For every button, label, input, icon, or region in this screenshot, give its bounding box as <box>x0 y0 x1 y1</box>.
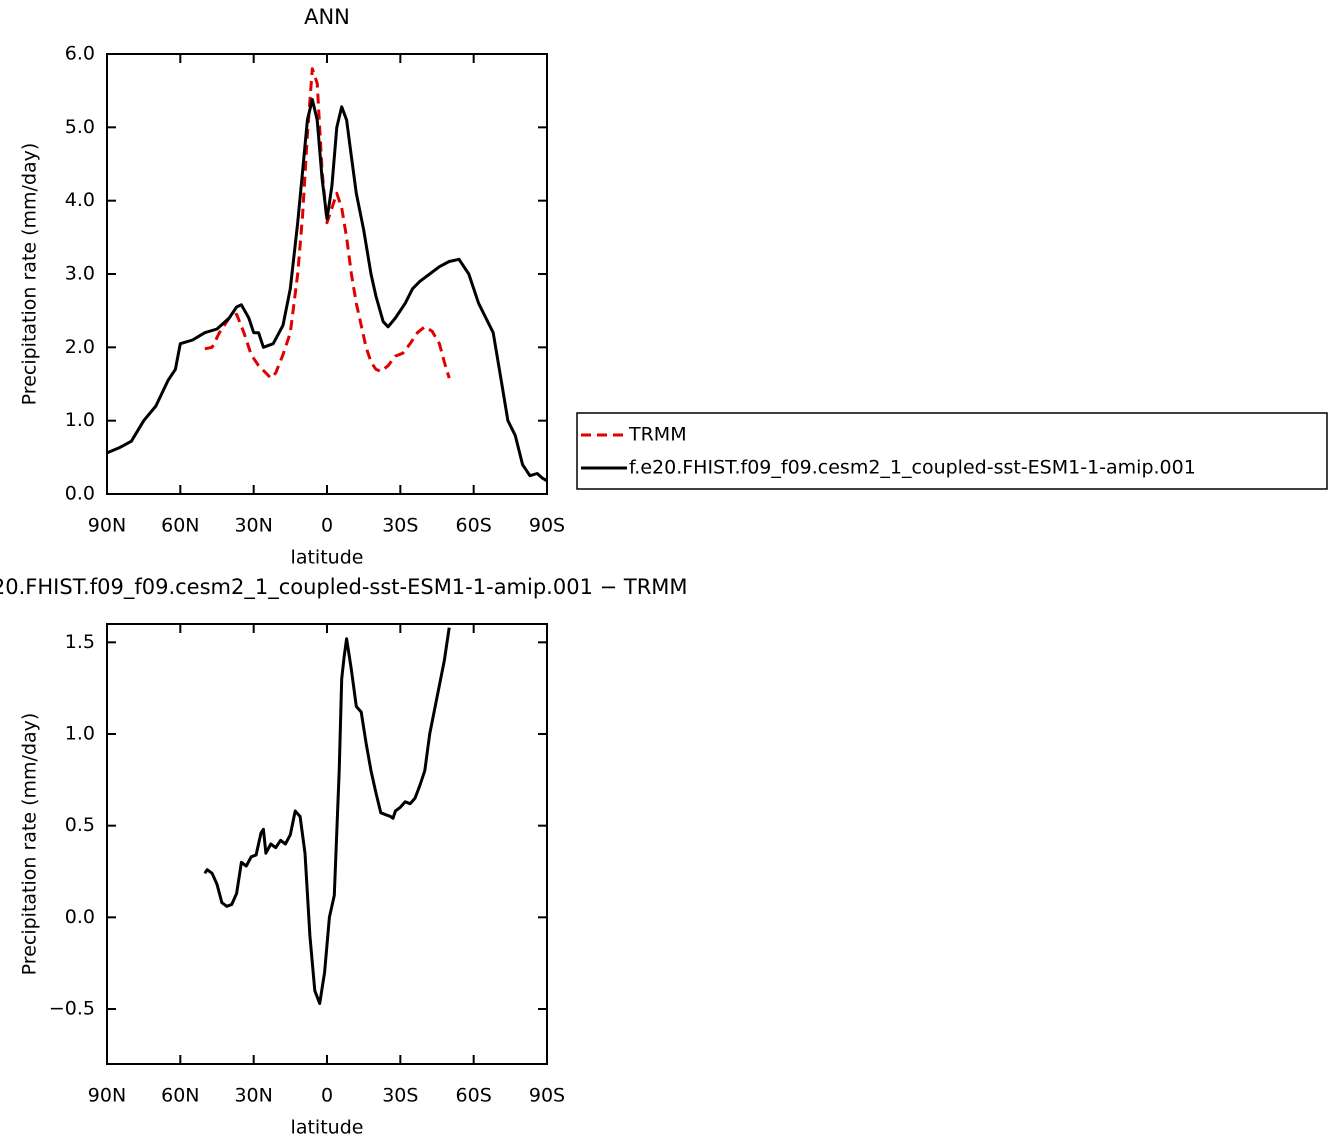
x-tick-label: 60N <box>161 1085 199 1107</box>
y-tick-label: 1.5 <box>65 631 95 653</box>
data-line <box>204 67 451 380</box>
y-tick-label: 1.0 <box>65 409 95 431</box>
legend-box <box>576 412 1328 490</box>
y-tick-label: 0.0 <box>65 483 95 505</box>
x-tick-label: 30N <box>234 1085 272 1107</box>
x-tick-label: 0 <box>321 1085 333 1107</box>
plot-frame <box>106 53 548 495</box>
y-axis-label: Precipitation rate (mm/day) <box>19 143 41 406</box>
x-tick-label: 90S <box>529 515 565 537</box>
y-tick-label: 0.5 <box>65 814 95 836</box>
y-tick-label: 1.0 <box>65 723 95 745</box>
y-tick-label: 4.0 <box>65 189 95 211</box>
x-tick-label: 60S <box>456 515 492 537</box>
x-tick-label: 60N <box>161 515 199 537</box>
x-tick-label: 90S <box>529 1085 565 1107</box>
x-tick-label: 0 <box>321 515 333 537</box>
chart-title: f.e20.FHIST.f09_f09.cesm2_1_coupled-sst-… <box>0 575 688 600</box>
y-axis-label: Precipitation rate (mm/day) <box>19 713 41 976</box>
x-axis-label: latitude <box>291 547 364 569</box>
y-tick-label: 0.0 <box>65 906 95 928</box>
x-tick-label: 30S <box>382 515 418 537</box>
x-tick-label: 30S <box>382 1085 418 1107</box>
y-tick-label: 5.0 <box>65 116 95 138</box>
plot-frame <box>106 623 548 1065</box>
y-tick-label: −0.5 <box>49 998 95 1020</box>
legend-label: f.e20.FHIST.f09_f09.cesm2_1_coupled-sst-… <box>629 457 1196 479</box>
x-tick-label: 90N <box>88 515 126 537</box>
y-tick-label: 6.0 <box>65 43 95 65</box>
legend-label: TRMM <box>628 424 687 446</box>
chart-title: ANN <box>304 5 350 29</box>
data-line <box>106 98 548 483</box>
data-line <box>203 627 451 1005</box>
y-tick-label: 3.0 <box>65 263 95 285</box>
x-tick-label: 60S <box>456 1085 492 1107</box>
y-tick-label: 2.0 <box>65 336 95 358</box>
x-tick-label: 90N <box>88 1085 126 1107</box>
x-tick-label: 30N <box>234 515 272 537</box>
x-axis-label: latitude <box>291 1117 364 1139</box>
